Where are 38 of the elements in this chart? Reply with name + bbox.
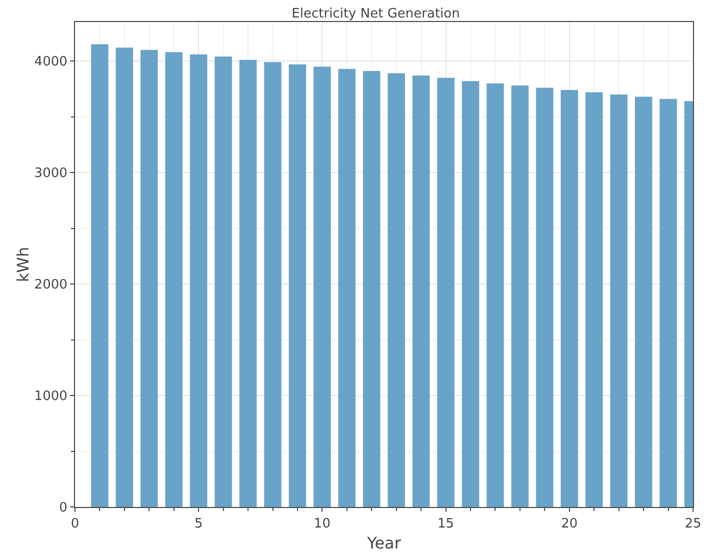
bar <box>560 90 578 507</box>
x-tick-label: 15 <box>438 516 454 532</box>
bar <box>634 96 652 507</box>
bar <box>239 60 257 507</box>
x-tick-label: 10 <box>314 516 330 532</box>
bar <box>338 68 356 507</box>
chart-title: Electricity Net Generation <box>292 6 460 22</box>
y-tick-label: 0 <box>59 500 68 516</box>
bar <box>536 88 554 507</box>
bar <box>190 54 208 507</box>
bar <box>165 52 183 507</box>
bar <box>288 64 306 507</box>
x-tick-label: 5 <box>194 516 203 532</box>
bar <box>585 92 603 507</box>
bar <box>660 98 677 507</box>
x-tick-label: 0 <box>70 516 80 532</box>
bar <box>140 50 158 507</box>
bar <box>511 86 529 507</box>
bar <box>314 66 331 507</box>
y-axis-title: kWh <box>13 246 32 282</box>
bar <box>486 83 504 507</box>
bar <box>462 81 480 507</box>
bar <box>362 71 380 507</box>
bar <box>610 94 628 507</box>
x-tick-label: 25 <box>684 516 702 532</box>
bar <box>214 56 232 507</box>
bar <box>388 73 406 507</box>
bar <box>116 48 134 507</box>
y-tick-label: 2000 <box>34 278 68 293</box>
x-tick-label: 20 <box>561 516 578 532</box>
bar <box>264 62 282 507</box>
y-tick-label: 4000 <box>34 54 68 70</box>
bar <box>91 44 108 507</box>
x-axis-title: Year <box>366 533 402 552</box>
bar <box>437 78 454 507</box>
y-tick-label: 3000 <box>34 166 68 182</box>
bar <box>412 76 430 507</box>
y-tick-label: 1000 <box>34 389 68 404</box>
